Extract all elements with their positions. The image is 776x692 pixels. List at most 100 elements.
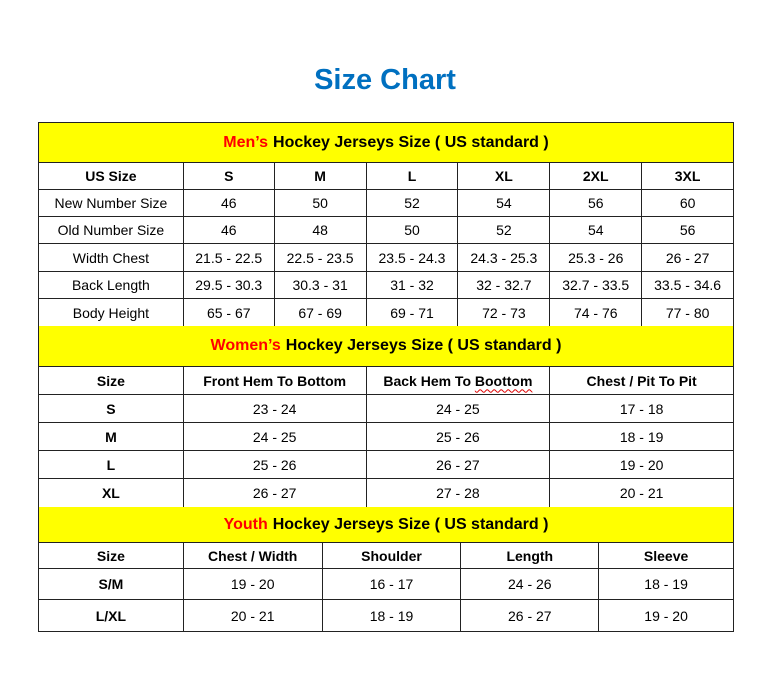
table-cell: 52 bbox=[366, 190, 459, 217]
column-header-label: Size bbox=[96, 547, 125, 564]
table-cell: 18 - 19 bbox=[550, 423, 734, 451]
column-header: Chest / Width bbox=[183, 543, 323, 569]
column-header: 3XL bbox=[642, 163, 735, 190]
table-row: S/M 19 - 20 16 - 17 24 - 26 18 - 19 bbox=[39, 569, 734, 600]
table-cell: 24 - 26 bbox=[461, 569, 600, 600]
table-row: L 25 - 26 26 - 27 19 - 20 bbox=[39, 451, 734, 479]
table-cell: 23 - 24 bbox=[183, 395, 367, 423]
table-row: New Number Size 46 50 52 54 56 60 bbox=[39, 190, 735, 217]
column-header-label: 2XL bbox=[582, 168, 609, 184]
table-row: XL 26 - 27 27 - 28 20 - 21 bbox=[39, 479, 734, 508]
section-heading: Women’s Hockey Jerseys Size ( US standard… bbox=[39, 326, 734, 367]
row-label: M bbox=[39, 423, 184, 451]
section-heading-highlight: Men’s bbox=[223, 133, 269, 151]
table-cell: 25.3 - 26 bbox=[550, 244, 643, 272]
column-header: Sleeve bbox=[599, 543, 734, 569]
table-cell: 19 - 20 bbox=[599, 600, 734, 632]
section-heading-text: Hockey Jerseys Size ( US standard ) bbox=[272, 515, 549, 533]
table-cell: 74 - 76 bbox=[550, 299, 643, 328]
table-cell: 25 - 26 bbox=[183, 451, 367, 479]
table-cell: 52 bbox=[458, 217, 551, 244]
table-row: Width Chest 21.5 - 22.5 22.5 - 23.5 23.5 - … bbox=[39, 244, 735, 272]
table-row: L/XL 20 - 21 18 - 19 26 - 27 19 - 20 bbox=[39, 600, 734, 632]
section-heading: Men’s Hockey Jerseys Size ( US standard ) bbox=[39, 123, 734, 163]
row-label: Old Number Size bbox=[39, 217, 184, 244]
table-header-row: Size Front Hem To Bottom Back Hem To Boott… bbox=[39, 367, 734, 395]
column-header: US Size bbox=[39, 163, 184, 190]
row-label: Back Length bbox=[39, 272, 184, 299]
column-header: Size bbox=[39, 543, 184, 569]
column-header: Chest / Pit To Pit bbox=[550, 367, 734, 395]
column-header-label: L bbox=[407, 168, 417, 184]
column-header: S bbox=[183, 163, 275, 190]
table-cell: 32 - 32.7 bbox=[458, 272, 551, 299]
table-cell: 50 bbox=[366, 217, 459, 244]
table-row: Old Number Size 46 48 50 52 54 56 bbox=[39, 217, 735, 244]
column-header: 2XL bbox=[550, 163, 643, 190]
table-cell: 33.5 - 34.6 bbox=[642, 272, 735, 299]
table-cell: 46 bbox=[183, 217, 275, 244]
table-cell: 20 - 21 bbox=[183, 600, 323, 632]
column-header-label: XL bbox=[494, 168, 513, 184]
table-row: S 23 - 24 24 - 25 17 - 18 bbox=[39, 395, 734, 423]
column-header: M bbox=[274, 163, 367, 190]
table-cell: 77 - 80 bbox=[642, 299, 735, 328]
section-heading-highlight: Women’s bbox=[210, 337, 281, 354]
column-header-label: Chest / Width bbox=[208, 547, 298, 564]
table-cell: 24 - 25 bbox=[183, 423, 367, 451]
mens-size-table: Men’s Hockey Jerseys Size ( US standard )… bbox=[38, 122, 735, 328]
section-heading: Youth Hockey Jerseys Size ( US standard ) bbox=[39, 507, 734, 543]
table-cell: 27 - 28 bbox=[366, 479, 551, 508]
table-cell: 20 - 21 bbox=[550, 479, 734, 508]
page-title: Size Chart bbox=[314, 64, 456, 96]
table-cell: 18 - 19 bbox=[599, 569, 734, 600]
table-cell: 26 - 27 bbox=[366, 451, 551, 479]
column-header-label: Shoulder bbox=[361, 547, 422, 564]
row-label: Body Height bbox=[39, 299, 184, 328]
table-cell: 17 - 18 bbox=[550, 395, 734, 423]
table-cell: 54 bbox=[550, 217, 643, 244]
table-cell: 54 bbox=[458, 190, 551, 217]
column-header-label: S bbox=[224, 168, 234, 184]
table-header-row: US Size S M L XL 2XL 3XL bbox=[39, 163, 735, 190]
table-row: M 24 - 25 25 - 26 18 - 19 bbox=[39, 423, 734, 451]
table-cell: 50 bbox=[274, 190, 367, 217]
column-header-label: Sleeve bbox=[643, 547, 689, 564]
column-header-label: Chest / Pit To Pit bbox=[586, 372, 697, 389]
table-cell: 26 - 27 bbox=[642, 244, 735, 272]
section-heading-row: Men’s Hockey Jerseys Size ( US standard ) bbox=[39, 123, 734, 163]
column-header-label: 3XL bbox=[674, 168, 701, 184]
row-label: S bbox=[39, 395, 184, 423]
section-heading-row: Youth Hockey Jerseys Size ( US standard ) bbox=[39, 507, 734, 543]
table-cell: 19 - 20 bbox=[183, 569, 323, 600]
row-label: S/M bbox=[39, 569, 184, 600]
column-header: Length bbox=[461, 543, 600, 569]
column-header: Back Hem To Boottom bbox=[366, 367, 551, 395]
table-row: Back Length 29.5 - 30.3 30.3 - 31 31 - 32 32… bbox=[39, 272, 735, 299]
column-header-label: M bbox=[314, 168, 326, 184]
column-header: Front Hem To Bottom bbox=[183, 367, 367, 395]
row-label: New Number Size bbox=[39, 190, 184, 217]
table-cell: 65 - 67 bbox=[183, 299, 275, 328]
row-label: L bbox=[39, 451, 184, 479]
table-cell: 16 - 17 bbox=[322, 569, 462, 600]
table-cell: 72 - 73 bbox=[458, 299, 551, 328]
table-header-row: Size Chest / Width Shoulder Length Sleeve bbox=[39, 543, 734, 569]
column-header-label: US Size bbox=[85, 168, 137, 184]
table-row: Body Height 65 - 67 67 - 69 69 - 71 72 - 73 7… bbox=[39, 299, 735, 328]
column-header: Size bbox=[39, 367, 184, 395]
table-cell: 22.5 - 23.5 bbox=[274, 244, 367, 272]
table-cell: 60 bbox=[642, 190, 735, 217]
row-label: Width Chest bbox=[39, 244, 184, 272]
table-cell: 56 bbox=[642, 217, 735, 244]
table-cell: 46 bbox=[183, 190, 275, 217]
section-heading-text: Hockey Jerseys Size ( US standard ) bbox=[273, 133, 549, 151]
table-cell: 31 - 32 bbox=[366, 272, 459, 299]
column-header-label: Front Hem To Bottom bbox=[203, 372, 347, 389]
column-header-label: Size bbox=[96, 372, 125, 389]
column-header: XL bbox=[458, 163, 551, 190]
section-heading-text: Hockey Jerseys Size ( US standard ) bbox=[285, 337, 562, 354]
table-cell: 24 - 25 bbox=[366, 395, 551, 423]
table-cell: 30.3 - 31 bbox=[274, 272, 367, 299]
youth-size-table: Youth Hockey Jerseys Size ( US standard )… bbox=[38, 507, 734, 632]
